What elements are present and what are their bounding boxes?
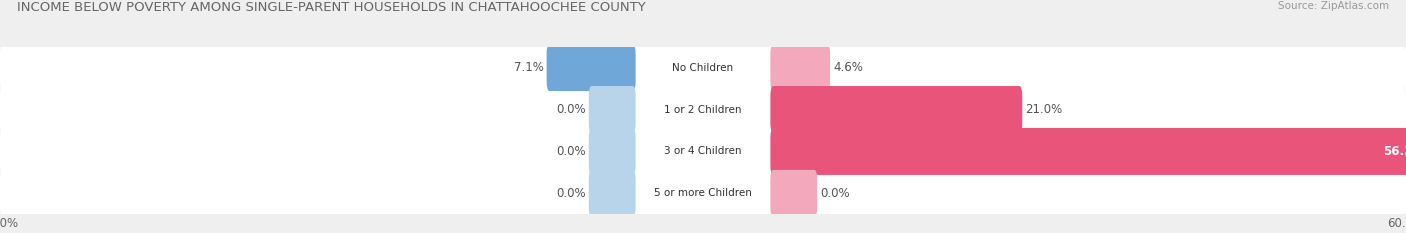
FancyBboxPatch shape bbox=[547, 44, 636, 91]
FancyBboxPatch shape bbox=[0, 163, 1406, 224]
Text: 0.0%: 0.0% bbox=[557, 103, 586, 116]
Text: No Children: No Children bbox=[672, 63, 734, 72]
FancyBboxPatch shape bbox=[0, 79, 1406, 140]
Text: 0.0%: 0.0% bbox=[820, 187, 849, 200]
FancyBboxPatch shape bbox=[589, 86, 636, 133]
FancyBboxPatch shape bbox=[589, 128, 636, 175]
FancyBboxPatch shape bbox=[0, 125, 1406, 178]
FancyBboxPatch shape bbox=[589, 170, 636, 217]
Text: 7.1%: 7.1% bbox=[513, 61, 544, 74]
Text: 0.0%: 0.0% bbox=[557, 145, 586, 158]
Text: INCOME BELOW POVERTY AMONG SINGLE-PARENT HOUSEHOLDS IN CHATTAHOOCHEE COUNTY: INCOME BELOW POVERTY AMONG SINGLE-PARENT… bbox=[17, 1, 645, 14]
FancyBboxPatch shape bbox=[770, 44, 830, 91]
FancyBboxPatch shape bbox=[0, 167, 1406, 220]
Text: 1 or 2 Children: 1 or 2 Children bbox=[664, 105, 742, 114]
Text: 3 or 4 Children: 3 or 4 Children bbox=[664, 147, 742, 156]
Text: 21.0%: 21.0% bbox=[1025, 103, 1063, 116]
Text: 4.6%: 4.6% bbox=[832, 61, 863, 74]
FancyBboxPatch shape bbox=[0, 83, 1406, 136]
FancyBboxPatch shape bbox=[0, 37, 1406, 98]
FancyBboxPatch shape bbox=[0, 41, 1406, 94]
FancyBboxPatch shape bbox=[770, 128, 1406, 175]
FancyBboxPatch shape bbox=[0, 121, 1406, 182]
Text: Source: ZipAtlas.com: Source: ZipAtlas.com bbox=[1278, 1, 1389, 11]
Text: 0.0%: 0.0% bbox=[557, 187, 586, 200]
Text: 5 or more Children: 5 or more Children bbox=[654, 188, 752, 198]
Text: 56.3%: 56.3% bbox=[1382, 145, 1406, 158]
FancyBboxPatch shape bbox=[770, 86, 1022, 133]
FancyBboxPatch shape bbox=[770, 170, 817, 217]
